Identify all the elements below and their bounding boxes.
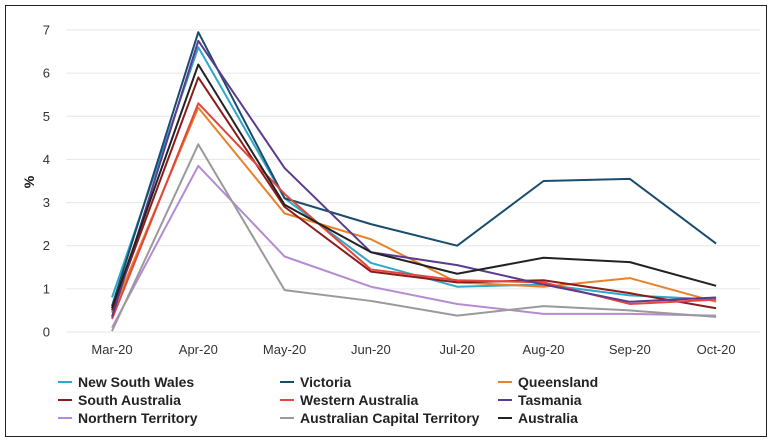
chart-frame <box>5 5 767 437</box>
series-line-australian-capital-territory <box>111 143 717 332</box>
series-line-south-australia <box>111 76 717 311</box>
y-tick-label: 0 <box>43 325 50 340</box>
x-tick-label: Sep-20 <box>609 342 651 357</box>
legend-item: Australian Capital Territory <box>280 409 479 427</box>
legend-swatch <box>58 381 72 383</box>
x-tick-label: Oct-20 <box>697 342 736 357</box>
x-tick-label: Jun-20 <box>351 342 391 357</box>
legend-swatch <box>280 399 294 401</box>
legend-item: Victoria <box>280 373 351 391</box>
legend-item: Northern Territory <box>58 409 198 427</box>
series-line-australia <box>111 63 717 309</box>
legend-label: Queensland <box>518 374 599 390</box>
y-tick-label: 7 <box>43 23 50 38</box>
y-tick-label: 1 <box>43 281 50 296</box>
grid <box>66 29 760 333</box>
legend-item: Queensland <box>498 373 598 391</box>
series-line-western-australia <box>111 102 717 320</box>
legend-swatch <box>58 417 72 419</box>
y-tick-label: 4 <box>43 152 50 167</box>
y-tick-label: 5 <box>43 109 50 124</box>
x-tick-label: Apr-20 <box>179 342 218 357</box>
legend-label: Western Australia <box>300 392 419 408</box>
y-tick-label: 2 <box>43 238 50 253</box>
y-tick-label: 3 <box>43 195 50 210</box>
series-line-tasmania <box>111 39 717 318</box>
legend-swatch <box>498 399 512 401</box>
x-tick-label: Aug-20 <box>523 342 565 357</box>
series-line-queensland <box>111 106 717 313</box>
y-axis-ticks: 0 1 2 3 4 5 6 7 <box>43 23 50 340</box>
series-line-victoria <box>111 31 717 307</box>
legend-label: South Australia <box>78 392 181 408</box>
series-line-northern-territory <box>111 164 717 329</box>
series-lines <box>111 31 717 332</box>
legend-label: Tasmania <box>518 392 582 408</box>
x-tick-label: Jul-20 <box>439 342 474 357</box>
x-tick-label: May-20 <box>263 342 306 357</box>
x-tick-label: Mar-20 <box>91 342 132 357</box>
legend-item: Western Australia <box>280 391 418 409</box>
legend-swatch <box>280 381 294 383</box>
legend-label: Victoria <box>300 374 352 390</box>
legend-label: Northern Territory <box>78 410 198 426</box>
legend-item: Australia <box>498 409 578 427</box>
legend-swatch <box>498 381 512 383</box>
legend-label: Australian Capital Territory <box>300 410 480 426</box>
legend-label: New South Wales <box>78 374 195 390</box>
legend-swatch <box>498 417 512 419</box>
y-tick-label: 6 <box>43 66 50 81</box>
y-axis-label: % <box>21 175 37 188</box>
legend-swatch <box>58 399 72 401</box>
x-axis-ticks: Mar-20 Apr-20 May-20 Jun-20 Jul-20 Aug-20 Sep-… <box>91 342 735 357</box>
legend-item: South Australia <box>58 391 181 409</box>
legend-swatch <box>280 417 294 419</box>
legend-item: Tasmania <box>498 391 582 409</box>
legend-label: Australia <box>518 410 578 426</box>
legend-item: New South Wales <box>58 373 194 391</box>
